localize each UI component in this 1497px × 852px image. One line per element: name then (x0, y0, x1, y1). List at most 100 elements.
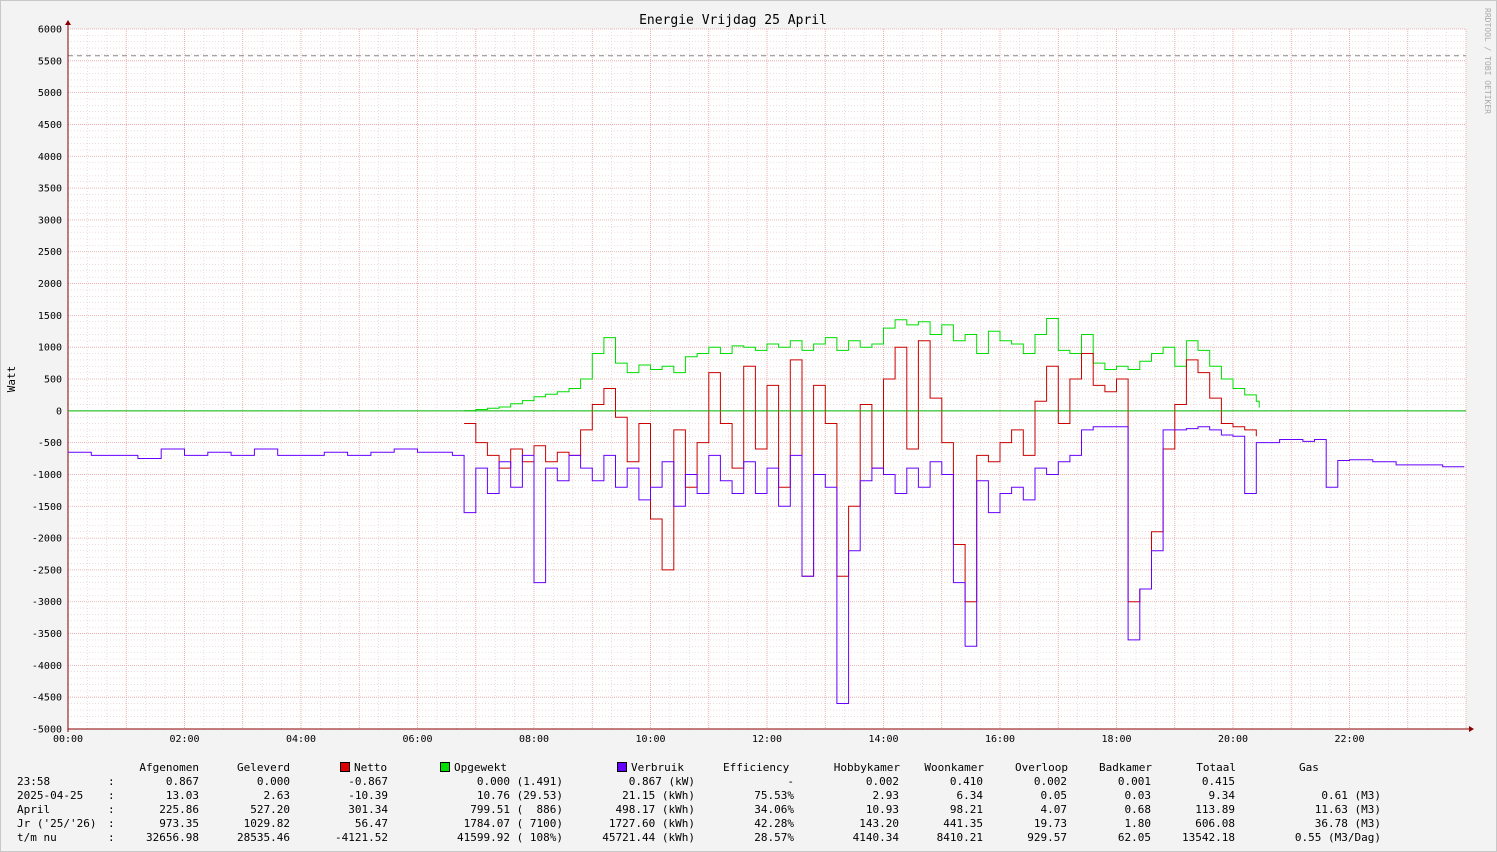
legend-cell-badkamer: 0.001 (1117, 775, 1151, 788)
y-tick-label: -1000 (32, 470, 62, 481)
legend-cell-hobbykamer: 0.002 (865, 775, 899, 788)
legend-cell-hobbykamer: 143.20 (859, 817, 899, 830)
y-tick-label: 2000 (38, 279, 62, 290)
opgewekt-swatch (440, 762, 450, 772)
legend-cell-hobbykamer: 4140.34 (852, 831, 899, 844)
header-verbruik: Verbruik (617, 761, 684, 775)
legend-cell-woonkamer: 8410.21 (936, 831, 983, 844)
legend-cell-efficiency: - (787, 775, 794, 788)
legend-cell-sep: : (108, 789, 115, 802)
legend-cell-verbruik: 498.17 (kWh) (615, 803, 695, 816)
legend-row: 23:58: 0.867 0.000 -0.867 0.000 (1.491) 0.867… (1, 775, 1497, 789)
legend-cell-sep: : (108, 817, 115, 830)
legend-row: t/m nu: 32656.98 28535.46 -4121.52 41599.92 … (1, 831, 1497, 845)
y-tick-label: 4500 (38, 120, 62, 131)
legend-cell-netto: 301.34 (348, 803, 388, 816)
legend-cell-verbruik: 1727.60 (kWh) (608, 817, 695, 830)
y-tick-label: 500 (44, 375, 62, 386)
y-axis-arrow (65, 20, 71, 25)
x-tick-label: 08:00 (519, 734, 549, 745)
legend-cell-overloop: 0.05 (1040, 789, 1068, 802)
header-afgenomen: Afgenomen (139, 761, 199, 774)
legend-cell-afgenomen: 973.35 (159, 817, 199, 830)
legend-cell-opgewekt: 0.000 (1.491) (476, 775, 563, 788)
legend-cell-woonkamer: 6.34 (956, 789, 984, 802)
legend-cell-label: 2025-04-25 (17, 789, 84, 802)
header-opgewekt: Opgewekt (440, 761, 507, 775)
legend-cell-totaal: 0.415 (1201, 775, 1235, 788)
y-tick-label: -2000 (32, 534, 62, 545)
y-tick-label: -3500 (32, 629, 62, 640)
chart-title: Energie Vrijdag 25 April (639, 13, 827, 28)
legend-row: April: 225.86 527.20 301.34 799.51 ( 886) 498… (1, 803, 1497, 817)
x-tick-label: 14:00 (868, 734, 898, 745)
x-tick-label: 18:00 (1101, 734, 1131, 745)
legend-cell-sep: : (108, 803, 115, 816)
legend-cell-afgenomen: 225.86 (159, 803, 199, 816)
legend-cell-geleverd: 1029.82 (243, 817, 290, 830)
x-tick-label: 20:00 (1218, 734, 1248, 745)
legend-cell-badkamer: 0.68 (1124, 803, 1152, 816)
legend-cell-overloop: 19.73 (1033, 817, 1067, 830)
x-axis-arrow (1469, 726, 1474, 732)
legend-cell-afgenomen: 13.03 (165, 789, 199, 802)
y-tick-label: -2500 (32, 565, 62, 576)
y-tick-label: 5500 (38, 56, 62, 67)
y-tick-label: -3000 (32, 597, 62, 608)
legend-cell-overloop: 929.57 (1027, 831, 1067, 844)
header-netto: Netto (340, 761, 387, 775)
legend-cell-woonkamer: 441.35 (943, 817, 983, 830)
legend-cell-afgenomen: 0.867 (165, 775, 199, 788)
legend-cell-totaal: 606.08 (1195, 817, 1235, 830)
verbruik-label: Verbruik (631, 761, 684, 774)
series-layer (68, 318, 1466, 704)
y-tick-label: -500 (38, 438, 62, 449)
series-opgewekt (464, 318, 1260, 412)
legend-row: Jr ('25/'26): 973.35 1029.82 56.47 1784.07 (… (1, 817, 1497, 831)
legend-cell-opgewekt: 10.76 (29.53) (476, 789, 563, 802)
legend-cell-opgewekt: 1784.07 ( 7100) (463, 817, 563, 830)
legend-cell-verbruik: 45721.44 (kWh) (602, 831, 695, 844)
verbruik-swatch (617, 762, 627, 772)
legend-cell-label: Jr ('25/'26) (17, 817, 97, 830)
y-tick-label: -4000 (32, 661, 62, 672)
legend-cell-opgewekt: 799.51 ( 886) (470, 803, 563, 816)
legend-cell-geleverd: 527.20 (250, 803, 290, 816)
legend-cell-geleverd: 28535.46 (237, 831, 290, 844)
y-tick-label: -1500 (32, 502, 62, 513)
legend-cell-geleverd: 2.63 (263, 789, 291, 802)
header-woonkamer: Woonkamer (924, 761, 984, 774)
netto-label: Netto (354, 761, 388, 774)
legend-cell-netto: -4121.52 (335, 831, 388, 844)
legend-cell-hobbykamer: 10.93 (865, 803, 899, 816)
header-gas: Gas (1299, 761, 1319, 774)
x-tick-label: 06:00 (402, 734, 432, 745)
legend-cell-badkamer: 62.05 (1117, 831, 1151, 844)
header-badkamer: Badkamer (1099, 761, 1152, 774)
legend-table: Afgenomen Geleverd Netto Opgewekt Verbru… (1, 761, 1497, 851)
legend-cell-gas: 0.55 (M3/Dag) (1294, 831, 1381, 844)
y-tick-label: 5000 (38, 88, 62, 99)
x-tick-label: 02:00 (169, 734, 199, 745)
legend-cell-afgenomen: 32656.98 (146, 831, 199, 844)
y-tick-label: 6000 (38, 25, 62, 36)
legend-cell-woonkamer: 98.21 (949, 803, 983, 816)
x-tick-label: 12:00 (752, 734, 782, 745)
x-tick-label: 10:00 (635, 734, 665, 745)
energy-chart: 6000550050004500400035003000250020001500… (5, 8, 1492, 746)
legend-cell-totaal: 13542.18 (1182, 831, 1235, 844)
y-tick-label: 3000 (38, 215, 62, 226)
netto-swatch (340, 762, 350, 772)
legend-cell-sep: : (108, 831, 115, 844)
header-geleverd: Geleverd (237, 761, 290, 774)
legend-cell-overloop: 4.07 (1040, 803, 1068, 816)
x-tick-label: 04:00 (286, 734, 316, 745)
legend-cell-verbruik: 0.867 (kW) (628, 775, 695, 788)
legend-cell-verbruik: 21.15 (kWh) (622, 789, 695, 802)
watermark: RRDTOOL / TOBI OETIKER (1483, 8, 1492, 114)
legend-row: 2025-04-25: 13.03 2.63 -10.39 10.76 (29.53) 2… (1, 789, 1497, 803)
ticks: 6000550050004500400035003000250020001500… (32, 25, 1365, 746)
legend-cell-totaal: 9.34 (1208, 789, 1236, 802)
x-tick-label: 16:00 (985, 734, 1015, 745)
legend-cell-woonkamer: 0.410 (949, 775, 983, 788)
